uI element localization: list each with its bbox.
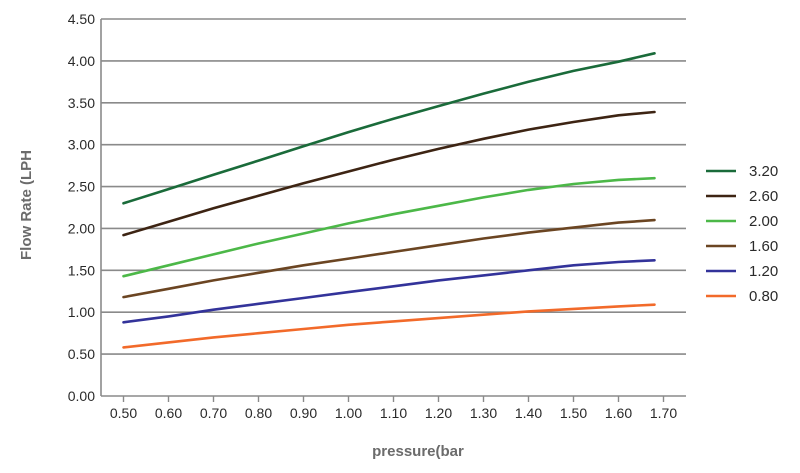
x-tick-labels: 0.50 0.60 0.70 0.80 0.90 1.00 1.10 1.20 1.30 1.40…	[110, 396, 677, 421]
y-tick-label: 3.50	[68, 95, 95, 111]
y-tick-label: 1.00	[68, 304, 95, 320]
legend-item: 2.60	[706, 188, 778, 205]
y-tick-label: 4.00	[68, 53, 95, 69]
legend-item: 3.20	[706, 163, 778, 180]
x-tick-label: 0.80	[245, 405, 272, 421]
y-tick-label: 3.00	[68, 137, 95, 153]
x-tick-label: 1.10	[380, 405, 407, 421]
y-tick-label: 0.50	[68, 346, 95, 362]
series-line-1.20	[122, 259, 656, 324]
series-line-0.80	[122, 303, 656, 349]
y-tick-label: 2.00	[68, 220, 95, 236]
x-tick-label: 0.70	[200, 405, 227, 421]
y-tick-label: 2.50	[68, 179, 95, 195]
legend-label: 1.60	[749, 238, 778, 255]
x-tick-label: 1.30	[470, 405, 497, 421]
y-axis-title: Flow Rate (LPH	[18, 150, 35, 260]
x-tick-label: 1.40	[515, 405, 542, 421]
x-tick-label: 0.50	[110, 405, 137, 421]
x-tick-label: 0.60	[155, 405, 182, 421]
legend-item: 2.00	[706, 213, 778, 230]
gridlines	[101, 18, 686, 355]
legend-item: 1.60	[706, 238, 778, 255]
x-tick-label: 1.70	[650, 405, 677, 421]
series-line-3.20	[122, 52, 656, 205]
legend: 3.20 2.60 2.00 1.60 1.20 0.80	[706, 163, 778, 305]
legend-label: 2.00	[749, 213, 778, 230]
legend-item: 0.80	[706, 288, 778, 305]
legend-item: 1.20	[706, 263, 778, 280]
x-axis-title: pressure(bar	[372, 443, 464, 460]
series-line-1.60	[122, 218, 656, 299]
y-tick-label: 1.50	[68, 262, 95, 278]
series-line-2.00	[122, 176, 656, 278]
x-tick-label: 1.60	[605, 405, 632, 421]
legend-label: 3.20	[749, 163, 778, 180]
x-tick-label: 1.00	[335, 405, 362, 421]
legend-label: 0.80	[749, 288, 778, 305]
x-tick-label: 0.90	[290, 405, 317, 421]
series-lines	[122, 52, 656, 349]
x-tick-label: 1.20	[425, 405, 452, 421]
series-line-2.60	[122, 110, 656, 237]
y-tick-label: 4.50	[68, 11, 95, 27]
legend-label: 1.20	[749, 263, 778, 280]
legend-label: 2.60	[749, 188, 778, 205]
x-tick-label: 1.50	[560, 405, 587, 421]
y-tick-labels: 0.00 0.50 1.00 1.50 2.00 2.50 3.00 3.50 4.00 4.50	[68, 11, 95, 404]
y-tick-label: 0.00	[68, 388, 95, 404]
